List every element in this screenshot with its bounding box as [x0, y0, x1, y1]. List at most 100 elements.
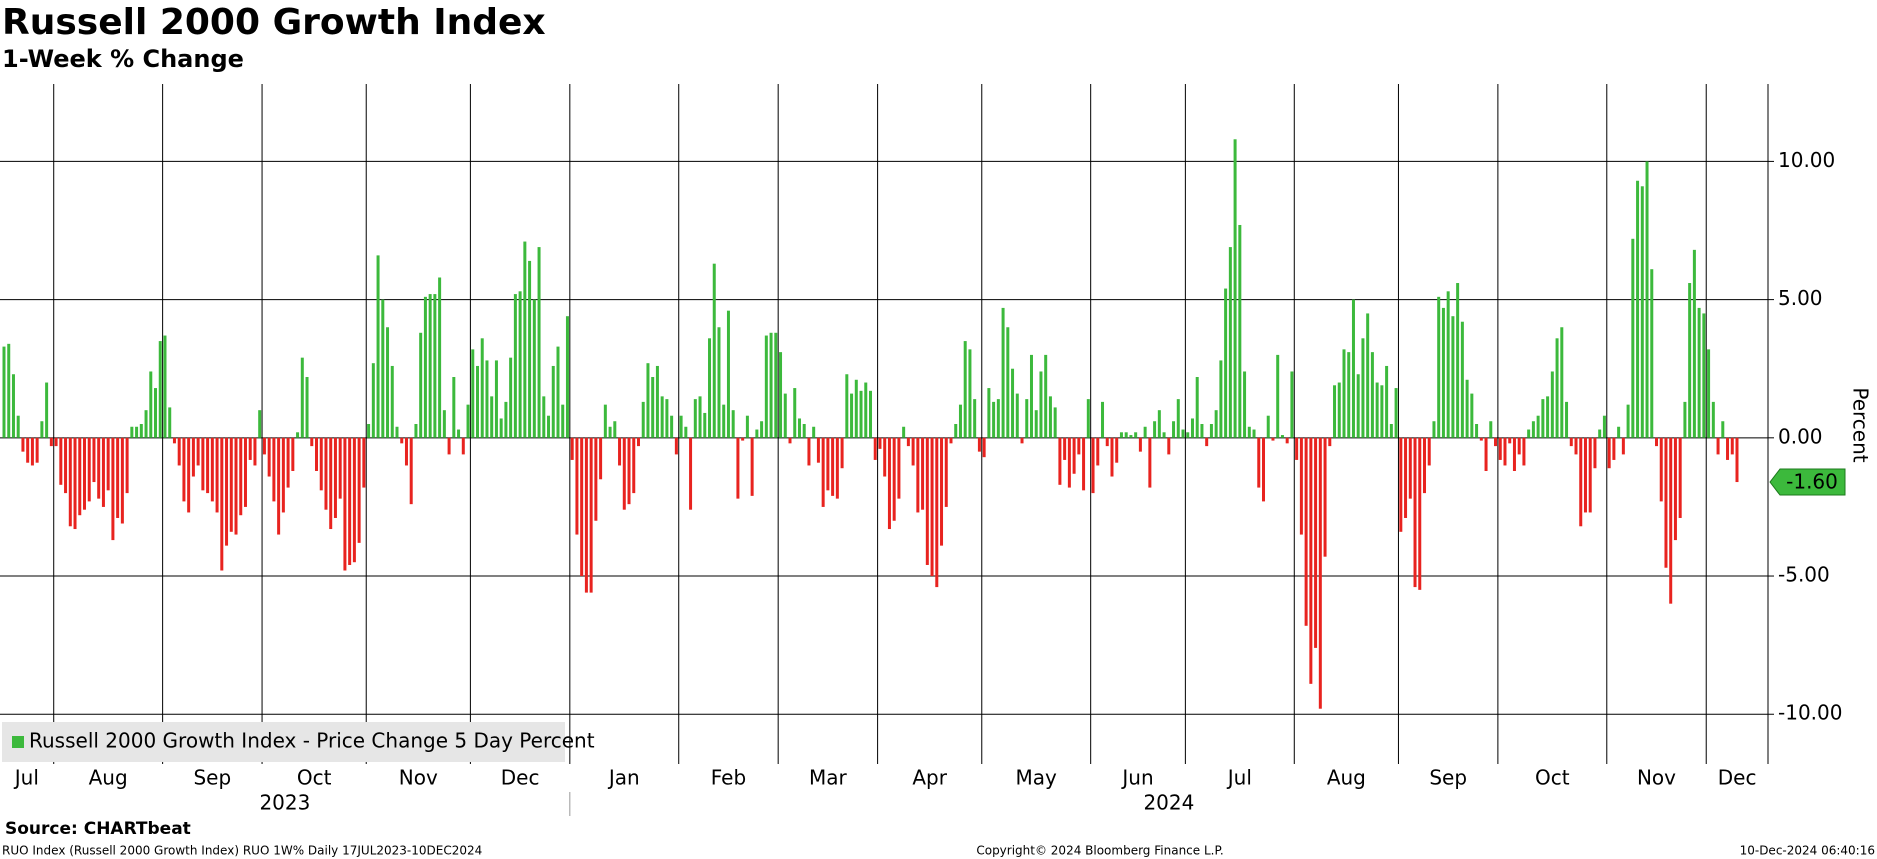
bar	[220, 437, 224, 571]
bar	[1110, 437, 1114, 477]
bar	[1404, 437, 1408, 518]
bar	[447, 437, 451, 455]
bar	[1588, 437, 1592, 513]
bar	[248, 437, 252, 460]
bar	[49, 437, 53, 447]
bar	[883, 437, 887, 477]
bar	[158, 341, 162, 438]
bar	[381, 299, 385, 438]
bar	[1252, 429, 1256, 438]
last-value-box	[1769, 468, 1846, 496]
bar	[693, 399, 697, 438]
bar	[73, 437, 77, 530]
bar	[1546, 396, 1550, 438]
bar	[1475, 424, 1479, 438]
footer-center: Copyright© 2024 Bloomberg Finance L.P.	[976, 844, 1223, 858]
bar	[504, 401, 508, 438]
bar	[1219, 360, 1223, 438]
bar	[589, 437, 593, 593]
bar	[897, 437, 901, 499]
bar	[1441, 307, 1445, 438]
bar	[210, 437, 214, 502]
bar	[154, 388, 158, 438]
bar	[1276, 354, 1280, 438]
bar	[1167, 437, 1171, 455]
bar	[1716, 437, 1720, 455]
bar	[523, 241, 527, 438]
bar	[1285, 437, 1289, 444]
bar	[1356, 374, 1360, 438]
bar	[310, 437, 314, 447]
bar	[319, 437, 323, 491]
bar	[419, 332, 423, 438]
bar	[1721, 421, 1725, 438]
bar	[452, 377, 456, 438]
bar	[135, 426, 139, 438]
bar	[116, 437, 120, 518]
bar	[229, 437, 233, 532]
bar	[892, 437, 896, 521]
bar	[1181, 429, 1185, 438]
bar	[1565, 401, 1569, 438]
bar	[840, 437, 844, 469]
bar	[1692, 249, 1696, 438]
bar	[968, 349, 972, 438]
bar	[1328, 437, 1332, 447]
bar	[1484, 437, 1488, 471]
x-tick-label: Dec	[501, 766, 540, 790]
bar	[551, 365, 555, 438]
bar	[509, 357, 513, 438]
bar	[906, 437, 910, 447]
y-tick-label: 5.00	[1778, 286, 1823, 310]
bar	[708, 338, 712, 438]
footer-left: RUO Index (Russell 2000 Growth Index) RU…	[2, 844, 482, 858]
bar	[315, 437, 319, 471]
bar	[1119, 432, 1123, 438]
bar	[902, 426, 906, 438]
bar	[163, 335, 167, 438]
bar	[1025, 399, 1029, 438]
bar	[1385, 365, 1389, 438]
bar	[618, 437, 622, 466]
bar	[542, 396, 546, 438]
bar	[1172, 421, 1176, 438]
bar	[845, 374, 849, 438]
x-tick-label: Mar	[809, 766, 848, 790]
source: Source: CHARTbeat	[5, 819, 191, 839]
y-axis-label: Percent	[1849, 387, 1873, 462]
bar	[1688, 283, 1692, 438]
bar	[973, 399, 977, 438]
bar	[1640, 186, 1644, 438]
bar	[196, 437, 200, 466]
bar	[1512, 437, 1516, 471]
bar	[1323, 437, 1327, 557]
bar	[1446, 291, 1450, 438]
bar	[428, 294, 432, 438]
bar	[239, 437, 243, 516]
bar	[490, 396, 494, 438]
bar	[1380, 385, 1384, 438]
bar	[812, 426, 816, 438]
bar	[916, 437, 920, 513]
bar	[106, 437, 110, 491]
bar	[1531, 421, 1535, 438]
legend-label: Russell 2000 Growth Index - Price Change…	[29, 729, 595, 753]
bar	[783, 393, 787, 438]
bar	[1034, 410, 1038, 438]
bar	[1427, 437, 1431, 466]
bar	[1063, 437, 1067, 460]
bar	[1058, 437, 1062, 485]
bar	[442, 410, 446, 438]
bar	[518, 291, 522, 438]
x-tick-label: Oct	[1535, 766, 1570, 790]
bar	[1574, 437, 1578, 455]
bar	[499, 418, 503, 438]
bar	[130, 426, 134, 438]
bar	[1006, 327, 1010, 438]
bar	[485, 360, 489, 438]
bar	[149, 371, 153, 438]
bar	[253, 437, 257, 466]
bar	[575, 437, 579, 535]
bar	[698, 396, 702, 438]
